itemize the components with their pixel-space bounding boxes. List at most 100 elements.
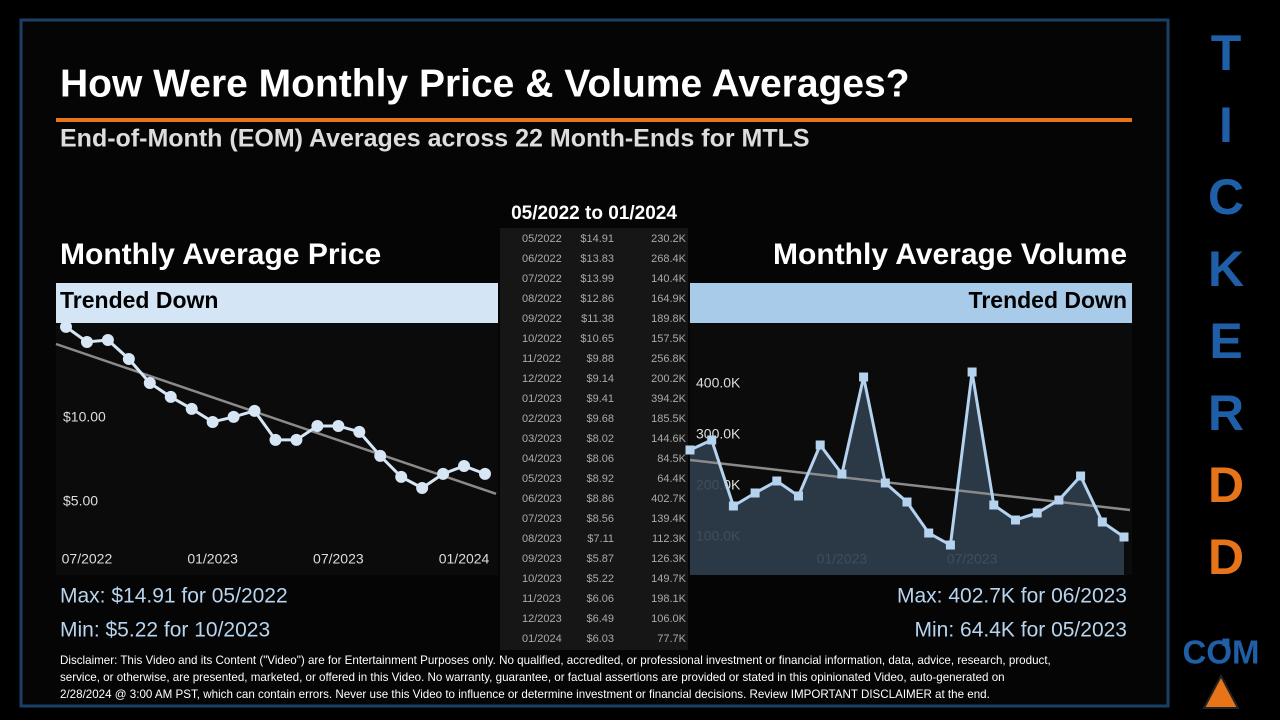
y-tick-label: 400.0K [696, 375, 741, 391]
table-date: 11/2023 [522, 593, 561, 605]
point [437, 467, 450, 480]
table-price: $6.06 [586, 593, 614, 605]
point [728, 501, 738, 511]
x-tick-label: 07/2023 [313, 551, 364, 567]
table-bg [500, 228, 688, 650]
table-date: 07/2023 [522, 513, 562, 525]
brand-letter: K [1208, 241, 1244, 297]
point [815, 440, 825, 450]
point [164, 390, 177, 403]
table-volume: 64.4K [657, 473, 686, 485]
table-price: $11.38 [581, 313, 614, 325]
table-volume: 126.3K [651, 553, 687, 565]
point [1097, 517, 1107, 527]
table-volume: 198.1K [651, 593, 687, 605]
brand-letter: D [1208, 457, 1244, 513]
point [1011, 515, 1020, 525]
price-min: Min: $5.22 for 10/2023 [60, 619, 270, 642]
point [685, 445, 695, 455]
table-date: 01/2023 [522, 393, 562, 405]
point [395, 470, 408, 483]
brand-letter: R [1208, 385, 1244, 441]
y-tick-label: 300.0K [696, 426, 741, 442]
table-volume: 139.4K [651, 513, 687, 525]
table-date: 11/2022 [522, 353, 561, 365]
table-price: $8.56 [586, 513, 614, 525]
y-tick-label: $5.00 [63, 493, 98, 509]
point [290, 433, 303, 446]
table-price: $6.49 [586, 613, 614, 625]
table-date: 12/2023 [522, 613, 562, 625]
table-volume: 140.4K [651, 273, 687, 285]
point [989, 500, 999, 510]
brand-logo [1202, 673, 1240, 709]
trend-line [55, 342, 497, 496]
table-date: 07/2022 [522, 273, 562, 285]
table-volume: 157.5K [651, 333, 687, 345]
disclaimer-line: service, or otherwise, are presented, ma… [60, 671, 1005, 684]
subtitle: End-of-Month (EOM) Averages across 22 Mo… [60, 125, 810, 153]
point [332, 419, 345, 432]
table-volume: 185.5K [651, 413, 687, 425]
table-date: 06/2022 [522, 253, 562, 265]
disclaimer-line: 2/28/2024 @ 3:00 AM PST, which can conta… [60, 688, 990, 701]
table-price: $13.83 [580, 253, 614, 265]
point [880, 478, 890, 488]
brand-letter: D [1208, 529, 1244, 585]
brand-com: COM [1183, 634, 1260, 671]
brand-letter: . [1219, 601, 1233, 657]
table-price: $8.92 [586, 473, 614, 485]
point [353, 425, 366, 438]
table-date: 05/2022 [522, 233, 562, 245]
x-tick-label: 01/2024 [439, 551, 490, 567]
table-volume: 164.9K [651, 293, 687, 305]
table-volume: 106.0K [651, 613, 687, 625]
table-price: $12.86 [580, 293, 614, 305]
table-volume: 200.2K [651, 373, 687, 385]
point [80, 335, 93, 348]
table-volume: 144.6K [651, 433, 687, 445]
point [924, 528, 934, 538]
brand-letter: I [1219, 97, 1233, 153]
table-price: $9.14 [586, 373, 614, 385]
table-volume: 84.5K [657, 453, 686, 465]
point [967, 367, 977, 377]
point [227, 410, 240, 423]
table-volume: 77.7K [657, 633, 686, 645]
price-trend: Trended Down [60, 287, 218, 313]
volume-band [690, 283, 1132, 323]
point [945, 540, 955, 550]
price-plot [56, 323, 498, 575]
price-heading: Monthly Average Price [60, 238, 381, 271]
table-date: 03/2023 [522, 433, 562, 445]
point [374, 449, 387, 462]
volume-trend: Trended Down [969, 287, 1127, 313]
brand-letter: T [1211, 25, 1242, 81]
table-price: $13.99 [580, 273, 614, 285]
point [269, 433, 282, 446]
point [311, 419, 324, 432]
table-date: 09/2023 [522, 553, 562, 565]
table-volume: 268.4K [651, 253, 687, 265]
x-tick-label: 01/2023 [187, 551, 238, 567]
table-volume: 149.7K [651, 573, 687, 585]
table-price: $14.91 [580, 233, 614, 245]
table-date: 05/2023 [522, 473, 562, 485]
point [1054, 495, 1064, 505]
price-max: Max: $14.91 for 05/2022 [60, 585, 288, 608]
point [1032, 508, 1042, 518]
table-price: $8.02 [586, 433, 614, 445]
date-range: 05/2022 to 01/2024 [511, 203, 677, 224]
table-price: $7.11 [587, 533, 614, 545]
table-price: $10.65 [580, 333, 614, 345]
table-date: 04/2023 [522, 453, 562, 465]
volume-heading: Monthly Average Volume [773, 238, 1127, 271]
table-price: $8.06 [586, 453, 614, 465]
point [60, 320, 72, 333]
divider [56, 118, 1132, 122]
point [859, 372, 869, 382]
table-volume: 112.3K [652, 533, 687, 545]
point [206, 415, 219, 428]
